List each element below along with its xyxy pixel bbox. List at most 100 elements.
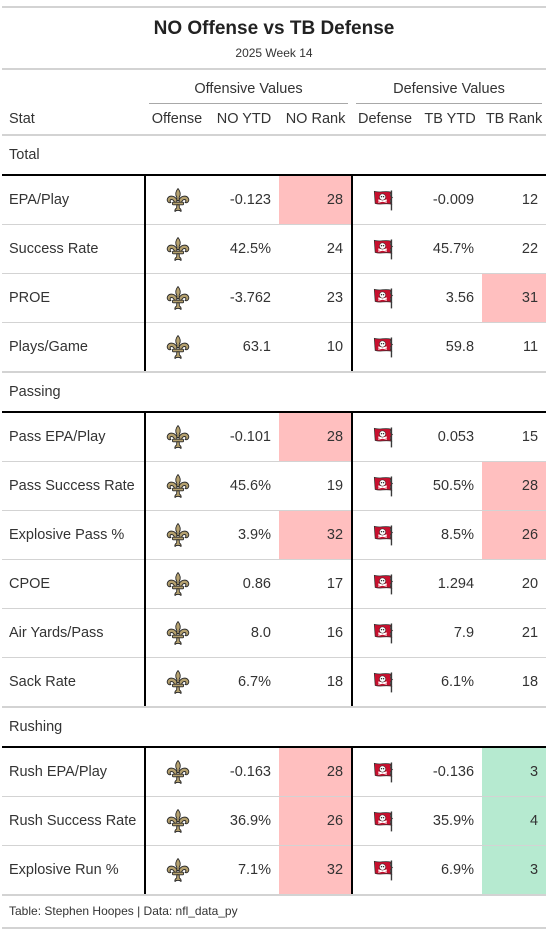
defense-logo-cell [352, 273, 419, 323]
buccaneers-flag-icon [373, 239, 399, 260]
defense-logo-cell [352, 559, 419, 609]
off-ytd-cell: 36.9% [209, 796, 279, 846]
table-source-note: Table: Stephen Hoopes | Data: nfl_data_p… [9, 904, 238, 918]
off-ytd-cell: 45.6% [209, 461, 279, 511]
off-ytd-cell: 6.7% [209, 657, 279, 708]
offense-logo-cell [144, 657, 209, 708]
off-ytd-cell: -3.762 [209, 273, 279, 323]
offense-logo-cell [144, 461, 209, 511]
off-rank-cell: 10 [279, 322, 354, 373]
table-body: Total EPA/Play -0.123 28 -0.009 12 Success Rat… [2, 135, 547, 896]
offense-logo-cell [144, 559, 209, 609]
table-row: CPOE 0.86 17 1.294 20 [2, 559, 547, 609]
off-rank-cell: 19 [279, 461, 354, 511]
offensive-values-spanner: Offensive Values [149, 81, 349, 104]
stat-cell: Rush EPA/Play [2, 747, 145, 797]
buccaneers-flag-icon [373, 427, 399, 448]
table-row: Plays/Game 63.1 10 59.8 11 [2, 322, 547, 373]
group-row: Total [2, 135, 547, 176]
def-rank-cell: 22 [482, 224, 547, 274]
defense-logo-cell [352, 175, 419, 225]
saints-fleur-de-lis-icon [165, 474, 191, 498]
def-ytd-cell: 8.5% [418, 510, 483, 560]
off-rank-cell: 17 [279, 559, 354, 609]
defense-logo-cell [352, 510, 419, 560]
offense-logo-cell [144, 412, 209, 462]
off-rank-cell: 26 [279, 796, 354, 846]
offense-logo-cell [144, 273, 209, 323]
def-rank-cell: 20 [482, 559, 547, 609]
group-label: Rushing [2, 707, 547, 748]
col-header-defense: Defense [352, 104, 419, 136]
col-header-off-rank: NO Rank [279, 104, 353, 136]
stat-cell: EPA/Play [2, 175, 145, 225]
saints-fleur-de-lis-icon [165, 858, 191, 882]
stat-cell: Success Rate [2, 224, 145, 274]
buccaneers-flag-icon [373, 762, 399, 783]
col-header-offense: Offense [145, 104, 209, 136]
def-ytd-cell: -0.009 [418, 175, 483, 225]
def-ytd-cell: 6.9% [418, 845, 483, 896]
buccaneers-flag-icon [373, 288, 399, 309]
stat-cell: Rush Success Rate [2, 796, 145, 846]
stat-cell: Air Yards/Pass [2, 608, 145, 658]
def-rank-cell: 4 [482, 796, 547, 846]
buccaneers-flag-icon [373, 190, 399, 211]
stat-cell: Plays/Game [2, 322, 145, 373]
off-rank-cell: 32 [279, 845, 354, 896]
def-rank-cell: 11 [482, 322, 547, 373]
buccaneers-flag-icon [373, 860, 399, 881]
saints-fleur-de-lis-icon [165, 523, 191, 547]
off-rank-cell: 16 [279, 608, 354, 658]
offense-logo-cell [144, 224, 209, 274]
saints-fleur-de-lis-icon [165, 809, 191, 833]
table-row: Explosive Pass % 3.9% 32 8.5% 26 [2, 510, 547, 560]
defensive-values-spanner: Defensive Values [356, 81, 543, 104]
def-ytd-cell: 6.1% [418, 657, 483, 708]
stats-table: Offensive Values Defensive Values Stat O… [2, 68, 547, 896]
def-ytd-cell: 45.7% [418, 224, 483, 274]
buccaneers-flag-icon [373, 623, 399, 644]
def-ytd-cell: 3.56 [418, 273, 483, 323]
def-rank-cell: 18 [482, 657, 547, 708]
saints-fleur-de-lis-icon [165, 760, 191, 784]
defense-logo-cell [352, 461, 419, 511]
off-ytd-cell: 63.1 [209, 322, 279, 373]
table-row: Success Rate 42.5% 24 45.7% 22 [2, 224, 547, 274]
table-row: Rush EPA/Play -0.163 28 -0.136 3 [2, 747, 547, 797]
def-ytd-cell: -0.136 [418, 747, 483, 797]
saints-fleur-de-lis-icon [165, 621, 191, 645]
buccaneers-flag-icon [373, 672, 399, 693]
defense-logo-cell [352, 657, 419, 708]
saints-fleur-de-lis-icon [165, 670, 191, 694]
col-header-def-ytd: TB YTD [418, 104, 483, 136]
stat-cell: Sack Rate [2, 657, 145, 708]
table-title: NO Offense vs TB Defense [153, 18, 395, 39]
buccaneers-flag-icon [373, 476, 399, 497]
def-ytd-cell: 50.5% [418, 461, 483, 511]
def-rank-cell: 28 [482, 461, 547, 511]
stat-cell: CPOE [2, 559, 145, 609]
off-rank-cell: 23 [279, 273, 354, 323]
saints-fleur-de-lis-icon [165, 188, 191, 212]
saints-fleur-de-lis-icon [165, 335, 191, 359]
offense-logo-cell [144, 796, 209, 846]
buccaneers-flag-icon [373, 574, 399, 595]
defense-logo-cell [352, 608, 419, 658]
table-row: Explosive Run % 7.1% 32 6.9% 3 [2, 845, 547, 896]
def-rank-cell: 3 [482, 845, 547, 896]
off-rank-cell: 28 [279, 175, 354, 225]
offense-logo-cell [144, 608, 209, 658]
buccaneers-flag-icon [373, 811, 399, 832]
offense-logo-cell [144, 747, 209, 797]
defense-logo-cell [352, 747, 419, 797]
stat-cell: PROE [2, 273, 145, 323]
off-ytd-cell: 8.0 [209, 608, 279, 658]
off-ytd-cell: 0.86 [209, 559, 279, 609]
def-rank-cell: 31 [482, 273, 547, 323]
stat-cell: Explosive Pass % [2, 510, 145, 560]
offense-logo-cell [144, 510, 209, 560]
buccaneers-flag-icon [373, 525, 399, 546]
offense-logo-cell [144, 845, 209, 896]
